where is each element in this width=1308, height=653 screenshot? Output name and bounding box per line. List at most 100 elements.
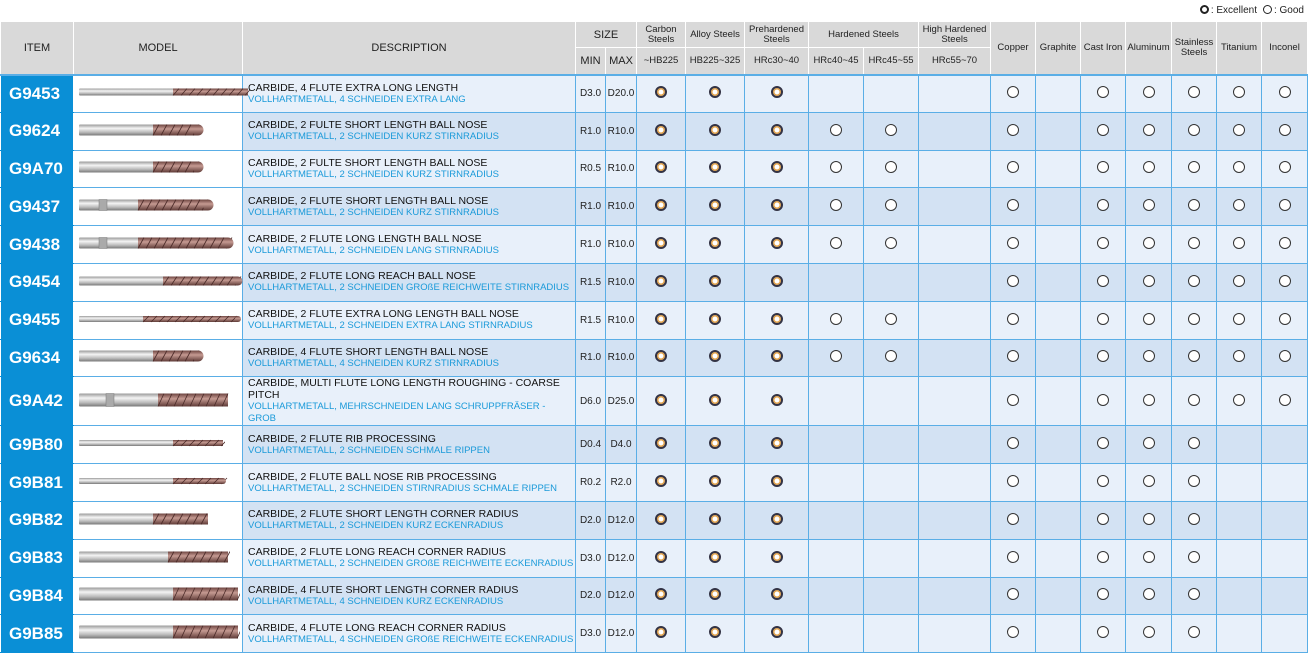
- rating-cell: [1171, 338, 1218, 378]
- description-de: VOLLHARTMETALL, 2 SCHNEIDEN GROßE REICHW…: [248, 558, 574, 570]
- item-code[interactable]: G9438: [0, 225, 74, 264]
- rating-cell: [1216, 463, 1263, 502]
- size-min: R1.5: [575, 300, 606, 340]
- size-min: D3.0: [575, 538, 606, 578]
- description-en: CARBIDE, 2 FLUTE SHORT LENGTH BALL NOSE: [248, 194, 489, 207]
- good-icon: [1188, 274, 1201, 287]
- item-code[interactable]: G9B85: [0, 614, 74, 653]
- rating-cell: [990, 500, 1037, 540]
- header-description: DESCRIPTION: [242, 21, 576, 75]
- rating-cell: [1080, 73, 1127, 113]
- rating-cell: [1035, 111, 1082, 151]
- good-icon: [830, 312, 843, 325]
- rating-cell: [636, 500, 687, 540]
- item-code[interactable]: G9B81: [0, 463, 74, 502]
- description-de: VOLLHARTMETALL, 2 SCHNEIDEN KURZ ECKENRA…: [248, 520, 504, 532]
- item-code[interactable]: G9437: [0, 187, 74, 227]
- item-code[interactable]: G9634: [0, 338, 74, 378]
- rating-cell: [808, 376, 865, 427]
- good-icon: [1278, 274, 1291, 287]
- description-en: CARBIDE, 2 FULTE SHORT LENGTH BALL NOSE: [248, 156, 488, 169]
- table-row: G9437 CARBIDE, 2 FLUTE SHORT LENGTH BALL…: [0, 187, 1308, 227]
- rating-cell: [1261, 376, 1308, 427]
- rating-cell: [685, 149, 746, 189]
- item-code[interactable]: G9454: [0, 262, 74, 302]
- rating-cell: [863, 338, 920, 378]
- rating-cell: [990, 187, 1037, 227]
- rating-cell: [990, 463, 1037, 502]
- rating-cell: [744, 187, 810, 227]
- rating-cell: [863, 576, 920, 616]
- good-icon: [1097, 350, 1110, 363]
- item-code[interactable]: G9B80: [0, 425, 74, 465]
- item-code[interactable]: G9B82: [0, 500, 74, 540]
- good-icon: [1233, 237, 1246, 250]
- size-max: R10.0: [604, 111, 638, 151]
- good-icon: [1007, 475, 1020, 488]
- item-code[interactable]: G9624: [0, 111, 74, 151]
- rating-cell: [685, 425, 746, 465]
- rating-cell: [1080, 300, 1127, 340]
- description-en: CARBIDE, 2 FLUTE RIB PROCESSING: [248, 432, 436, 445]
- rating-cell: [685, 73, 746, 113]
- good-icon: [830, 123, 843, 136]
- excellent-icon: [655, 123, 668, 136]
- good-icon: [1007, 550, 1020, 563]
- rating-cell: [1035, 73, 1082, 113]
- rating-cell: [1261, 149, 1308, 189]
- end-mill-icon: [78, 315, 243, 333]
- rating-cell: [1261, 463, 1308, 502]
- rating-cell: [990, 149, 1037, 189]
- rating-cell: [863, 111, 920, 151]
- good-icon: [1188, 86, 1201, 99]
- size-min: D2.0: [575, 576, 606, 616]
- description-cell: CARBIDE, 2 FLUTE RIB PROCESSING VOLLHARTM…: [242, 425, 576, 465]
- rating-cell: [918, 463, 992, 502]
- good-icon: [1007, 199, 1020, 212]
- rating-cell: [918, 376, 992, 427]
- good-icon: [1233, 274, 1246, 287]
- rating-cell: [1125, 500, 1173, 540]
- rating-cell: [1216, 576, 1263, 616]
- item-code[interactable]: G9453: [0, 73, 74, 113]
- model-image: [73, 262, 243, 302]
- item-code[interactable]: G9B84: [0, 576, 74, 616]
- rating-cell: [744, 425, 810, 465]
- size-max: R10.0: [604, 149, 638, 189]
- description-cell: CARBIDE, 4 FLUTE EXTRA LONG LENGTH VOLLHA…: [242, 73, 576, 113]
- excellent-icon: [770, 350, 783, 363]
- rating-cell: [744, 225, 810, 264]
- header-size: SIZE: [574, 21, 638, 48]
- description-de: VOLLHARTMETALL, MEHRSCHNEIDEN LANG SCHRU…: [248, 401, 546, 425]
- good-icon: [1007, 350, 1020, 363]
- rating-cell: [863, 225, 920, 264]
- rating-cell: [744, 538, 810, 578]
- header-hb225-325: HB225~325: [685, 47, 746, 75]
- rating-cell: [636, 73, 687, 113]
- rating-cell: [863, 300, 920, 340]
- item-code[interactable]: G9455: [0, 300, 74, 340]
- item-code[interactable]: G9A42: [0, 376, 74, 427]
- header-item: ITEM: [0, 21, 74, 75]
- item-code[interactable]: G9A70: [0, 149, 74, 189]
- item-code[interactable]: G9B83: [0, 538, 74, 578]
- end-mill-icon: [78, 550, 231, 571]
- rating-cell: [808, 111, 865, 151]
- rating-cell: [1080, 614, 1127, 653]
- rating-cell: [808, 576, 865, 616]
- header-hrc55-70: HRc55~70: [918, 47, 992, 75]
- good-icon: [1142, 161, 1155, 174]
- description-cell: CARBIDE, 2 FLUTE LONG REACH BALL NOSE VOL…: [242, 262, 576, 302]
- good-icon: [1233, 350, 1246, 363]
- rating-cell: [685, 225, 746, 264]
- rating-cell: [990, 111, 1037, 151]
- rating-cell: [863, 614, 920, 653]
- good-icon: [1142, 274, 1155, 287]
- rating-cell: [863, 73, 920, 113]
- rating-cell: [685, 187, 746, 227]
- rating-cell: [636, 338, 687, 378]
- rating-cell: [744, 500, 810, 540]
- model-image: [73, 73, 252, 113]
- excellent-icon: [709, 274, 722, 287]
- rating-cell: [1216, 111, 1263, 151]
